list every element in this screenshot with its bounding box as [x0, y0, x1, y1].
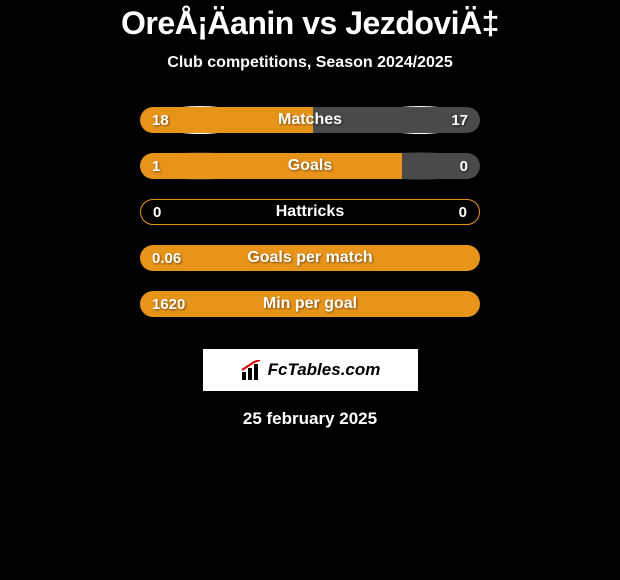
logo-text: FcTables.com: [268, 360, 381, 380]
stat-value-right: 0: [460, 158, 468, 175]
stat-row: 18Matches17: [140, 107, 480, 133]
stat-value-right: 0: [459, 204, 467, 221]
stat-label: Hattricks: [141, 203, 479, 221]
stat-row: 1Goals0: [140, 153, 480, 179]
stat-value-left: 18: [152, 112, 169, 129]
stat-row: 0.06Goals per match: [140, 245, 480, 271]
stat-value-right: 17: [451, 112, 468, 129]
stat-label: Min per goal: [140, 295, 480, 313]
main-container: OreÅ¡Äanin vs JezdoviÄ‡ Club competition…: [0, 0, 620, 429]
logo-box[interactable]: FcTables.com: [203, 349, 418, 391]
stat-row: 0Hattricks0: [140, 199, 480, 225]
stat-value-left: 1620: [152, 296, 185, 313]
chart-icon: [240, 360, 264, 380]
logo-content: FcTables.com: [240, 360, 381, 380]
stat-bar: 0Hattricks0: [140, 199, 480, 225]
stats-container: 18Matches171Goals00Hattricks00.06Goals p…: [140, 107, 480, 337]
stat-label: Goals per match: [140, 249, 480, 267]
stat-bar: 18Matches17: [140, 107, 480, 133]
page-title: OreÅ¡Äanin vs JezdoviÄ‡: [121, 5, 499, 42]
stat-row: 1620Min per goal: [140, 291, 480, 317]
stat-value-left: 0.06: [152, 250, 181, 267]
subtitle: Club competitions, Season 2024/2025: [167, 54, 452, 72]
stat-value-left: 0: [153, 204, 161, 221]
stat-bar: 0.06Goals per match: [140, 245, 480, 271]
stat-value-left: 1: [152, 158, 160, 175]
date-text: 25 february 2025: [243, 409, 377, 429]
stat-bar: 1620Min per goal: [140, 291, 480, 317]
stat-bar-fill-left: [140, 153, 402, 179]
stat-bar: 1Goals0: [140, 153, 480, 179]
